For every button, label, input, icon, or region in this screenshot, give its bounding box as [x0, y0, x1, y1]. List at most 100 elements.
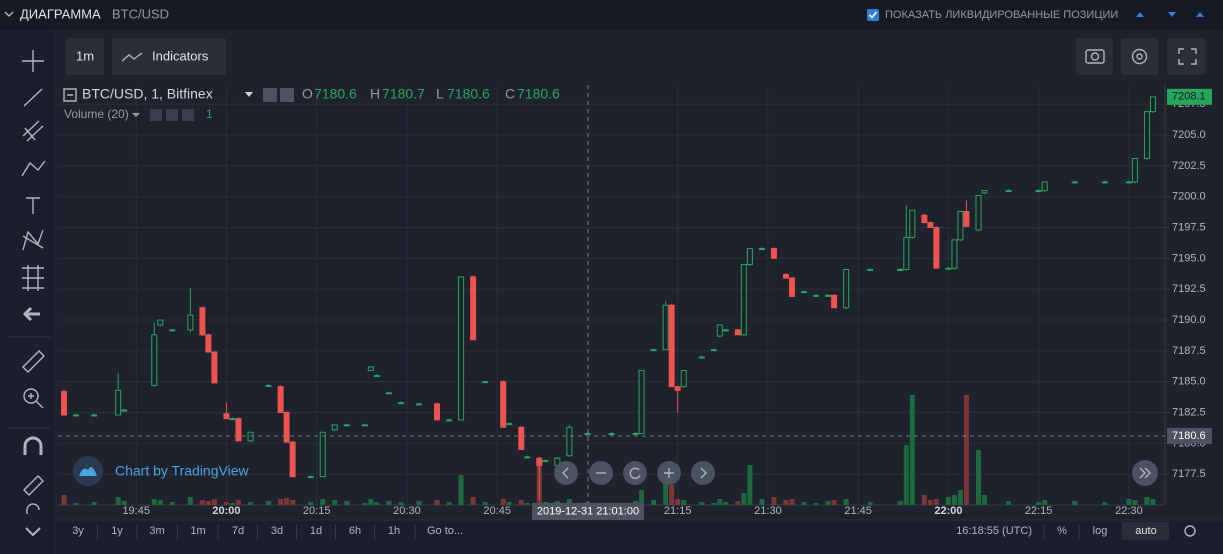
indicators-button[interactable]: [112, 38, 226, 75]
candle-body: [199, 307, 206, 336]
volume-value: 1: [206, 107, 213, 121]
reset[interactable]: [623, 461, 647, 485]
symbol-dropdown[interactable]: [245, 92, 253, 97]
ruler-tool[interactable]: [22, 350, 45, 373]
legend-symbol: BTC/USD, 1, Bitfinex: [82, 86, 213, 102]
volume-bar: [458, 475, 464, 505]
watermark[interactable]: Chart by TradingView: [115, 463, 249, 479]
volume-bar: [362, 503, 368, 505]
x-tick-label: 19:45: [122, 505, 150, 517]
volume-remove[interactable]: [182, 109, 194, 121]
volume-bar: [675, 499, 681, 505]
crosshair-tool[interactable]: [22, 50, 44, 72]
fib-tool[interactable]: [22, 120, 44, 142]
candle-body: [909, 209, 916, 238]
y-tick-label: 7197.5: [1172, 221, 1206, 233]
range-button[interactable]: 1d: [310, 525, 322, 537]
indicators-icon: [121, 52, 143, 62]
checkbox[interactable]: [867, 9, 879, 21]
candle-body: [1071, 181, 1078, 184]
lock-tool[interactable]: [26, 503, 40, 514]
lock-draw-tool[interactable]: [23, 475, 44, 496]
auto-button[interactable]: [1122, 522, 1169, 540]
range-button[interactable]: 7d: [232, 525, 244, 537]
crosshair-time-box: [532, 503, 644, 520]
range-button[interactable]: 6h: [349, 525, 361, 537]
volume-bar: [711, 503, 717, 505]
legend-low-label: L: [436, 86, 444, 102]
candle-body: [229, 418, 236, 421]
y-tick-label: 7200.0: [1172, 191, 1206, 203]
legend-low: 7180.6: [447, 86, 490, 102]
candle-body: [897, 268, 904, 271]
candle-body: [361, 424, 368, 427]
legend-settings[interactable]: [280, 88, 294, 102]
legend-open-label: O: [302, 86, 313, 102]
range-button[interactable]: 1y: [111, 525, 123, 537]
y-tick-label: 7192.5: [1172, 283, 1206, 295]
top-bar: [0, 0, 1223, 30]
zoom-tool[interactable]: [23, 388, 39, 404]
range-button[interactable]: 3d: [271, 525, 283, 537]
collapse-icon[interactable]: [4, 11, 14, 17]
legend-collapse[interactable]: [63, 88, 77, 102]
volume-bar: [235, 500, 241, 505]
settings-button[interactable]: [1121, 38, 1158, 75]
candle-body: [1143, 111, 1150, 159]
magnet-tool[interactable]: [23, 436, 43, 455]
up-arrow[interactable]: [1196, 12, 1204, 17]
indicators-label[interactable]: Indicators: [152, 48, 209, 63]
candle-body: [746, 248, 753, 266]
goto-button[interactable]: Go to...: [427, 525, 463, 537]
candle-body: [813, 294, 820, 297]
text-tool[interactable]: [26, 197, 40, 214]
back-tool[interactable]: [22, 306, 40, 322]
percent-button[interactable]: %: [1057, 525, 1067, 537]
prediction-tool[interactable]: [22, 265, 44, 291]
candle-body: [758, 248, 765, 251]
pattern-tool[interactable]: [22, 229, 44, 251]
down-arrow[interactable]: [1168, 12, 1176, 17]
scroll-left[interactable]: [554, 461, 578, 485]
log-button[interactable]: log: [1093, 525, 1108, 537]
volume-bar: [386, 501, 392, 505]
volume-eye[interactable]: [150, 109, 162, 121]
candle-body: [506, 423, 513, 426]
candle-body: [205, 334, 212, 353]
range-button[interactable]: 1m: [190, 525, 205, 537]
volume-bar: [982, 495, 988, 505]
volume-dropdown[interactable]: [132, 113, 140, 117]
brush-tool[interactable]: [21, 160, 46, 177]
volume-bar: [825, 501, 831, 505]
auto-label[interactable]: auto: [1135, 525, 1156, 537]
volume-bar: [639, 490, 645, 505]
trend-line-tool[interactable]: [23, 88, 43, 107]
y-tick-label: 7202.5: [1172, 160, 1206, 172]
up-arrow[interactable]: [1136, 12, 1144, 17]
checkbox-label[interactable]: ПОКАЗАТЬ ЛИКВИДИРОВАННЫЕ ПОЗИЦИИ: [885, 9, 1118, 21]
interval-label[interactable]: 1m: [76, 48, 94, 63]
fullscreen-icon: [1178, 48, 1197, 65]
candle-body: [981, 190, 988, 194]
volume-bar: [266, 501, 272, 505]
candle-body: [1035, 190, 1042, 193]
fullscreen-button[interactable]: [1167, 38, 1205, 75]
interval-button[interactable]: [66, 38, 104, 75]
volume-bar: [681, 500, 687, 505]
range-button[interactable]: 3y: [72, 525, 84, 537]
legend-eye[interactable]: [263, 88, 277, 102]
settings-icon[interactable]: [1184, 525, 1196, 537]
candle-body: [470, 276, 477, 341]
volume-bar: [699, 502, 705, 505]
candle-body: [867, 268, 874, 271]
range-button[interactable]: 3m: [149, 525, 164, 537]
candle-body: [385, 392, 392, 395]
screenshot-button[interactable]: [1076, 38, 1113, 75]
volume-bar: [1126, 499, 1132, 505]
volume-settings[interactable]: [166, 109, 178, 121]
more-tools[interactable]: [25, 527, 41, 537]
volume-bar: [735, 501, 741, 505]
range-button[interactable]: 1h: [388, 525, 400, 537]
scroll-right[interactable]: [691, 461, 715, 485]
